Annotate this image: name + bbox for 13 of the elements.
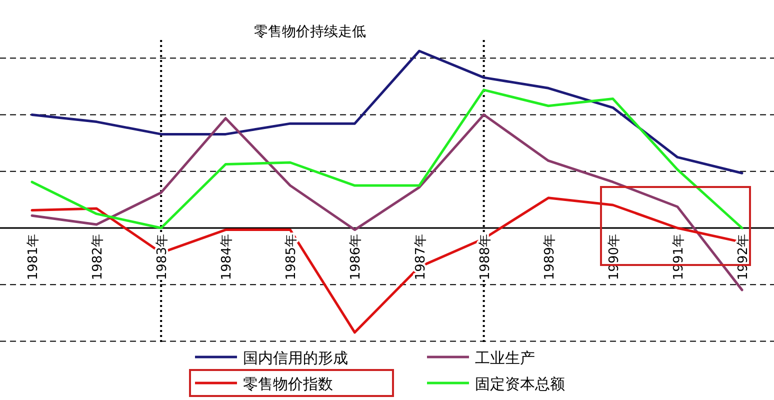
- x-tick-label: 1987年: [413, 234, 428, 280]
- x-tick-label: 1983年: [155, 234, 170, 280]
- legend-label: 固定资本总额: [475, 375, 565, 393]
- legend-label: 工业生产: [475, 349, 535, 367]
- x-tick-label: 1981年: [26, 234, 41, 280]
- chart-title: 零售物价持续走低: [254, 24, 366, 40]
- x-tick-label: 1986年: [348, 234, 364, 280]
- legend-label: 国内信用的形成: [243, 349, 348, 367]
- x-tick-label: 1989年: [542, 234, 558, 280]
- x-tick-label: 1982年: [90, 234, 106, 280]
- x-tick-label: 1984年: [220, 234, 235, 280]
- x-tick-label: 1985年: [284, 234, 300, 280]
- legend-label: 零售物价指数: [243, 375, 333, 393]
